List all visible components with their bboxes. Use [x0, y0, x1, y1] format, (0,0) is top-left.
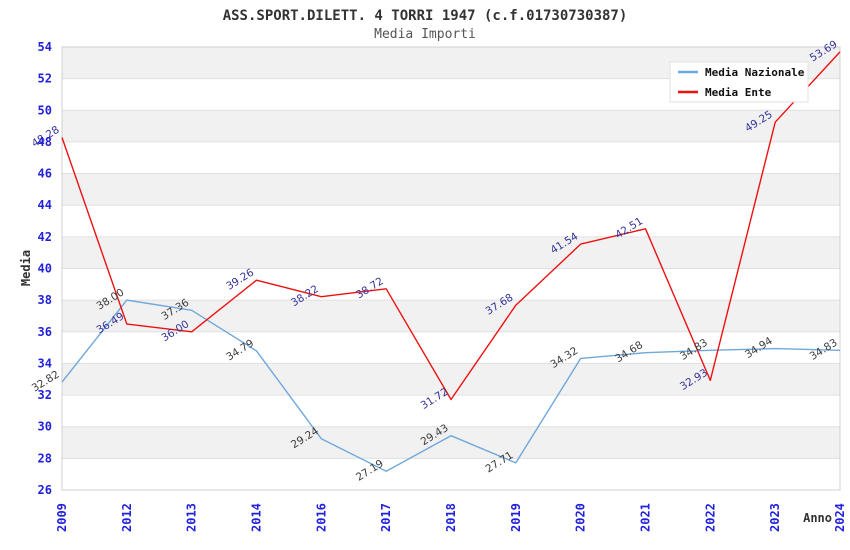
- x-tick-label: 2013: [185, 503, 199, 532]
- point-label: 38.72: [354, 275, 386, 301]
- x-tick-label: 2009: [55, 503, 69, 532]
- y-tick-label: 40: [38, 262, 52, 276]
- x-tick-label: 2024: [833, 503, 847, 532]
- point-label: 34.68: [613, 339, 645, 365]
- y-tick-label: 36: [38, 325, 52, 339]
- point-label: 27.19: [354, 458, 386, 484]
- x-tick-label: 2023: [768, 503, 782, 532]
- x-tick-label: 2019: [509, 503, 523, 532]
- legend-box: [669, 61, 809, 103]
- series-line-nazionale: [61, 299, 841, 472]
- x-axis-title: Anno: [803, 511, 832, 525]
- band-row: [62, 426, 840, 459]
- chart-title: ASS.SPORT.DILETT. 4 TORRI 1947 (c.f.0173…: [223, 8, 628, 24]
- y-axis-ticks: 26 28 30 32 34 36 38 40 42 44 46 48 50 52 54: [38, 40, 52, 497]
- point-label: 39.26: [224, 266, 256, 292]
- band-row: [62, 300, 840, 332]
- point-label: 34.94: [743, 335, 775, 361]
- x-tick-label: 2020: [574, 503, 588, 532]
- x-tick-label: 2017: [379, 503, 393, 532]
- band-row: [62, 173, 840, 206]
- plot-bands: [62, 47, 840, 459]
- band-row: [62, 110, 840, 142]
- y-tick-label: 34: [38, 356, 52, 370]
- plot-border: [61, 46, 841, 491]
- series-line-ente: [61, 51, 841, 401]
- y-tick-label: 26: [38, 483, 52, 497]
- x-tick-label: 2016: [314, 503, 328, 532]
- x-tick-label: 2018: [444, 503, 458, 532]
- chart-subtitle: Media Importi: [374, 27, 476, 42]
- x-tick-label: 2021: [639, 503, 653, 532]
- y-tick-label: 38: [38, 293, 52, 307]
- y-tick-label: 48: [38, 135, 52, 149]
- legend-item-label: Media Ente: [705, 86, 772, 99]
- plot-area-border: [61, 46, 841, 491]
- y-axis-title: Media: [19, 250, 33, 286]
- y-tick-label: 46: [38, 167, 52, 181]
- band-row: [62, 236, 840, 269]
- x-axis-ticks: 2009 2012 2013 2014 2016 2017 2018 2019 2020 2021…: [55, 503, 847, 532]
- x-tick-label: 2014: [250, 503, 264, 532]
- band-row: [62, 363, 840, 396]
- y-tick-label: 54: [38, 40, 52, 54]
- y-tick-label: 30: [38, 420, 52, 434]
- legend-item-label: Media Nazionale: [705, 66, 805, 79]
- point-label: 34.83: [808, 337, 840, 363]
- legend: Media Nazionale Media Ente: [669, 61, 809, 103]
- y-tick-label: 44: [38, 198, 52, 212]
- x-tick-label: 2022: [703, 503, 717, 532]
- y-tick-label: 42: [38, 230, 52, 244]
- y-tick-label: 52: [38, 72, 52, 86]
- series-lines: [61, 51, 841, 472]
- y-tick-label: 32: [38, 388, 52, 402]
- y-tick-label: 50: [38, 103, 52, 117]
- axis-titles: Media Anno: [19, 250, 832, 525]
- y-tick-label: 28: [38, 451, 52, 465]
- x-tick-label: 2012: [120, 503, 134, 532]
